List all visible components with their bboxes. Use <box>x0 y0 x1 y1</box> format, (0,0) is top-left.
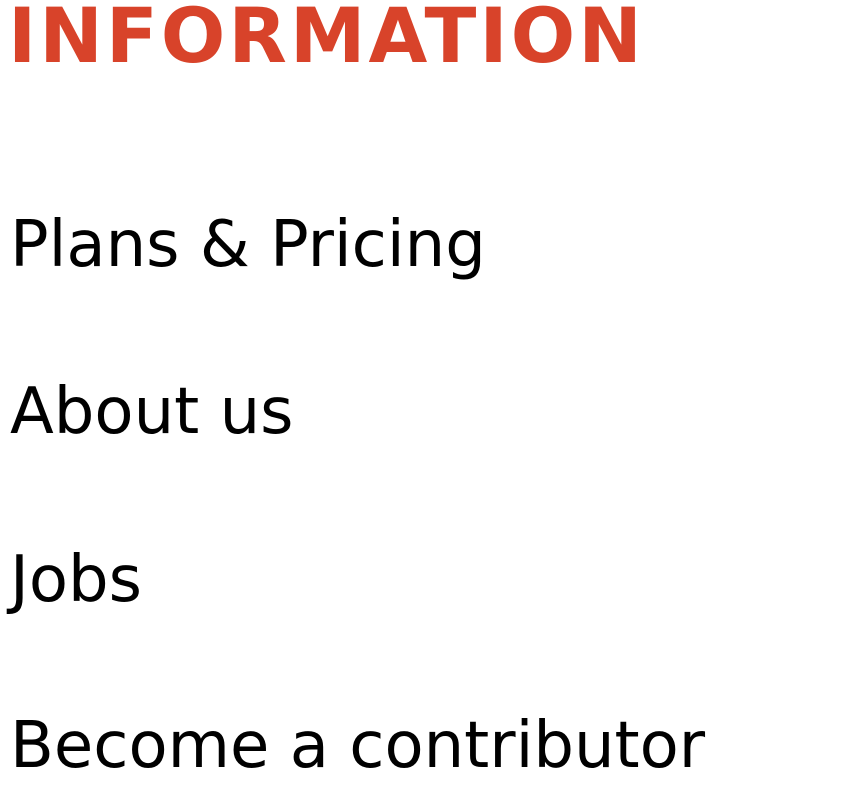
jobs-link[interactable]: Jobs <box>10 543 142 617</box>
about-us-link[interactable]: About us <box>10 375 294 449</box>
information-heading: INFORMATION <box>8 0 645 80</box>
plans-pricing-link[interactable]: Plans & Pricing <box>10 208 486 282</box>
become-contributor-link[interactable]: Become a contributor <box>10 709 706 783</box>
